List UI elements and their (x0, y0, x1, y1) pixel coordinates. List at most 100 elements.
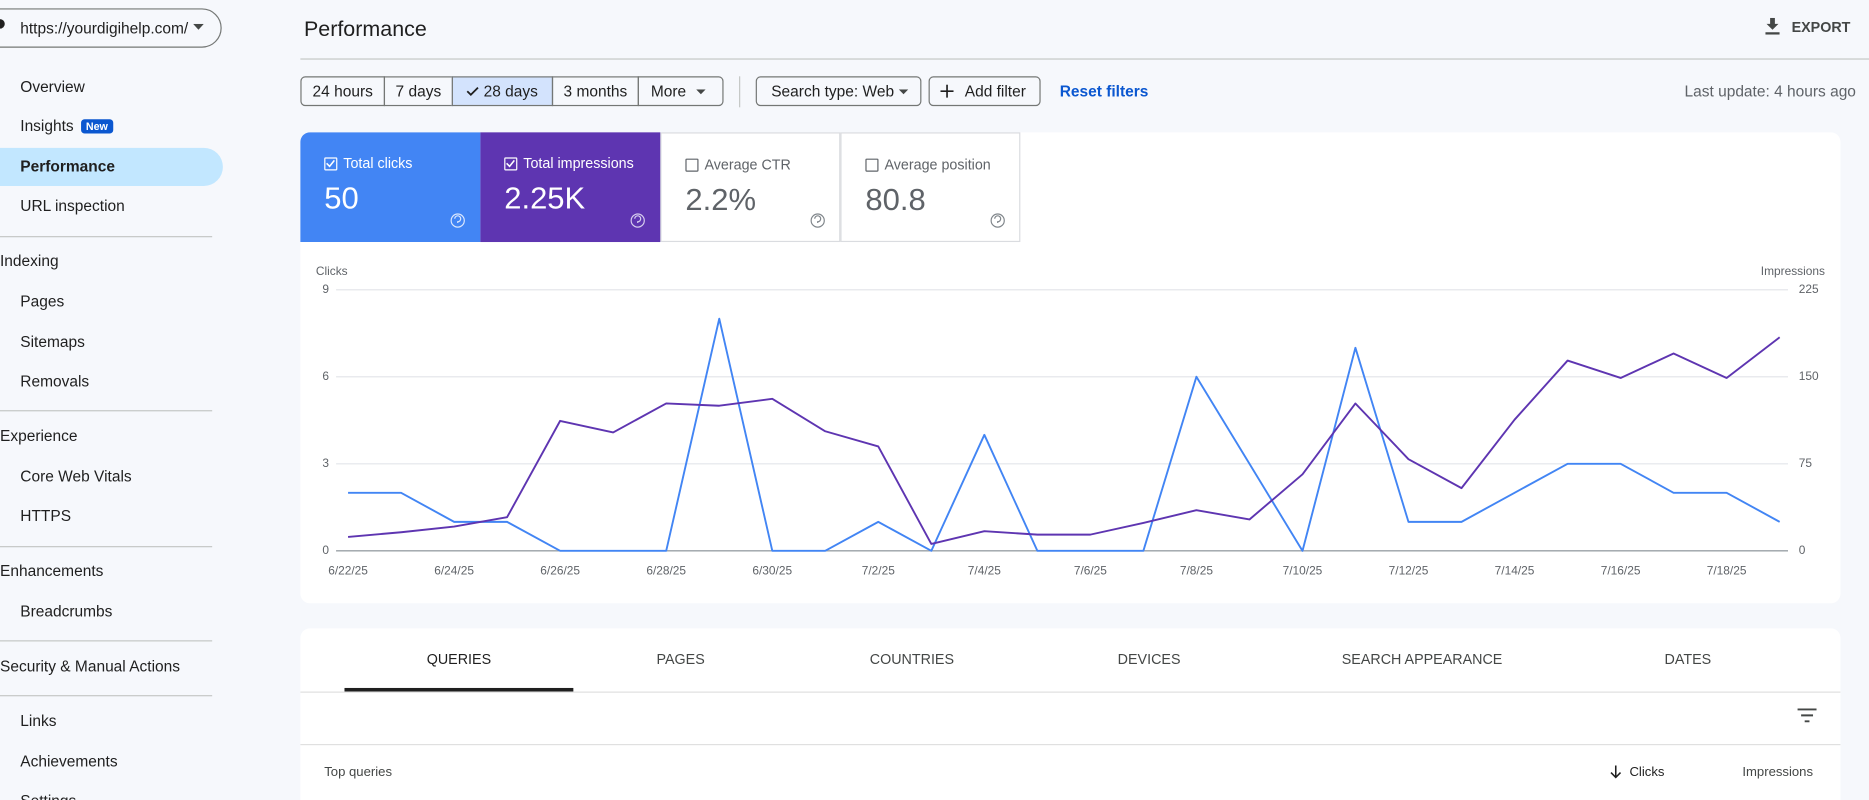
toolbar-divider (739, 76, 741, 108)
x-tick-label: 7/6/25 (1074, 563, 1107, 577)
nav-item[interactable]: Achievements (20, 752, 118, 771)
tab[interactable]: PAGES (656, 650, 705, 668)
nav-active (0, 147, 223, 186)
x-tick-label: 6/30/25 (752, 563, 792, 577)
tab[interactable]: COUNTRIES (869, 650, 955, 668)
series-line (348, 317, 1781, 552)
help-icons (450, 213, 1005, 228)
metric-value: 2.25K (504, 180, 586, 216)
range-button-selected[interactable]: 28 days (451, 76, 554, 107)
sort-arrow (1610, 765, 1622, 779)
more-button[interactable]: More (637, 76, 724, 107)
tab[interactable]: DATES (1664, 650, 1712, 668)
range-button[interactable]: 24 hours (300, 76, 386, 107)
separator (0, 546, 213, 548)
x-tick-label: 7/12/25 (1389, 563, 1429, 577)
table-card: QUERIES PAGES COUNTRIES DEVICES SEARCH A… (300, 628, 1841, 800)
nav-item[interactable]: Core Web Vitals (20, 467, 132, 486)
metric-tile[interactable]: Average position 80.8 (840, 132, 1021, 243)
x-tick-label: 7/10/25 (1283, 563, 1323, 577)
nav-item[interactable]: Insights (20, 116, 74, 135)
check-icon (466, 87, 479, 97)
y2-tick-label: 150 (1799, 369, 1819, 383)
y2-tick-label: 225 (1799, 282, 1819, 296)
dropdown-arrow (193, 23, 204, 30)
x-tick-label: 7/4/25 (968, 563, 1001, 577)
last-update: Last update: 4 hours ago (1684, 82, 1856, 101)
column-header[interactable]: Clicks (1629, 765, 1665, 780)
nav-item[interactable]: URL inspection (20, 196, 125, 215)
metric-tile[interactable]: Average CTR 2.2% (660, 132, 841, 243)
nav-item[interactable]: Sitemaps (20, 332, 85, 351)
y-tick-label: 9 (322, 282, 329, 296)
metric-tile[interactable]: Total impressions 2.25K (480, 132, 661, 243)
separator (0, 410, 213, 412)
nav-section: Enhancements (0, 561, 104, 580)
tab-active[interactable]: QUERIES (426, 650, 492, 668)
x-tick-label: 6/28/25 (646, 563, 686, 577)
add-filter-button[interactable]: Add filter (928, 76, 1041, 107)
x-tick-label: 6/22/25 (328, 563, 368, 577)
column-header[interactable]: Impressions (1742, 765, 1814, 780)
separator (0, 695, 213, 697)
metric-value: 2.2% (685, 181, 757, 217)
metric-value: 50 (324, 180, 359, 216)
x-tick-label: 7/2/25 (862, 563, 895, 577)
x-tick-label: 7/8/25 (1180, 563, 1213, 577)
metric-label: Total clicks (343, 154, 413, 172)
nav-item[interactable]: HTTPS (20, 506, 72, 525)
reset-filters[interactable]: Reset filters (1059, 82, 1149, 101)
y-tick-label: 0 (322, 543, 329, 557)
nav-item[interactable]: Overview (20, 77, 85, 96)
y-tick-label: 6 (322, 369, 329, 383)
nav-item[interactable]: Breadcrumbs (20, 602, 113, 620)
property-selector[interactable] (0, 8, 222, 48)
x-tick-label: 7/14/25 (1495, 563, 1535, 577)
x-tick-label: 7/18/25 (1707, 563, 1747, 577)
divider (300, 743, 1841, 746)
divider (300, 691, 1841, 693)
nav-section: Indexing (0, 251, 59, 270)
x-tick-label: 6/24/25 (434, 563, 474, 577)
table-title: Top queries (324, 765, 393, 780)
range-button[interactable]: 3 months (551, 76, 639, 107)
nav-item[interactable]: Removals (20, 371, 90, 390)
new-badge: New (81, 119, 113, 134)
metric-label: Average CTR (704, 156, 791, 173)
property-url: https://yourdigihelp.com/ (20, 19, 189, 37)
nav-section[interactable]: Security & Manual Actions (0, 656, 181, 675)
nav-section: Experience (0, 426, 78, 445)
checkbox (324, 157, 338, 171)
separator (0, 640, 213, 642)
tab[interactable]: DEVICES (1117, 650, 1181, 668)
tab[interactable]: SEARCH APPEARANCE (1341, 650, 1503, 668)
header-divider (300, 58, 1869, 60)
property-icon (0, 19, 5, 29)
export-button[interactable]: EXPORT (1791, 19, 1851, 36)
y2-tick-label: 75 (1799, 456, 1813, 470)
filter-icon[interactable] (1797, 708, 1817, 723)
download-icon (1765, 17, 1780, 35)
metric-value: 80.8 (865, 181, 926, 217)
checkbox (504, 157, 518, 171)
nav-item[interactable]: Pages (20, 292, 65, 310)
performance-chart: Clicks Impressions 0 3 6 9 0 75 150 225 6/22/25 6… (316, 264, 1825, 577)
checkbox (685, 158, 699, 172)
nav-item[interactable]: Performance (20, 157, 116, 176)
y2-axis-title: Impressions (1761, 264, 1825, 278)
separator (0, 236, 213, 238)
metric-tile[interactable]: Total clicks 50 (300, 132, 481, 243)
x-tick-label: 7/16/25 (1601, 563, 1641, 577)
search-type-button[interactable]: Search type: Web (755, 76, 922, 107)
dropdown-arrow (696, 89, 706, 95)
range-button[interactable]: 7 days (383, 76, 453, 107)
dropdown-arrow (898, 89, 909, 95)
nav-item[interactable]: Links (20, 711, 57, 730)
y2-tick-label: 0 (1799, 543, 1806, 557)
nav-item[interactable]: Settings (20, 792, 76, 800)
x-tick-label: 6/26/25 (540, 563, 580, 577)
y-axis-title: Clicks (316, 264, 348, 278)
plus-icon (940, 84, 954, 98)
